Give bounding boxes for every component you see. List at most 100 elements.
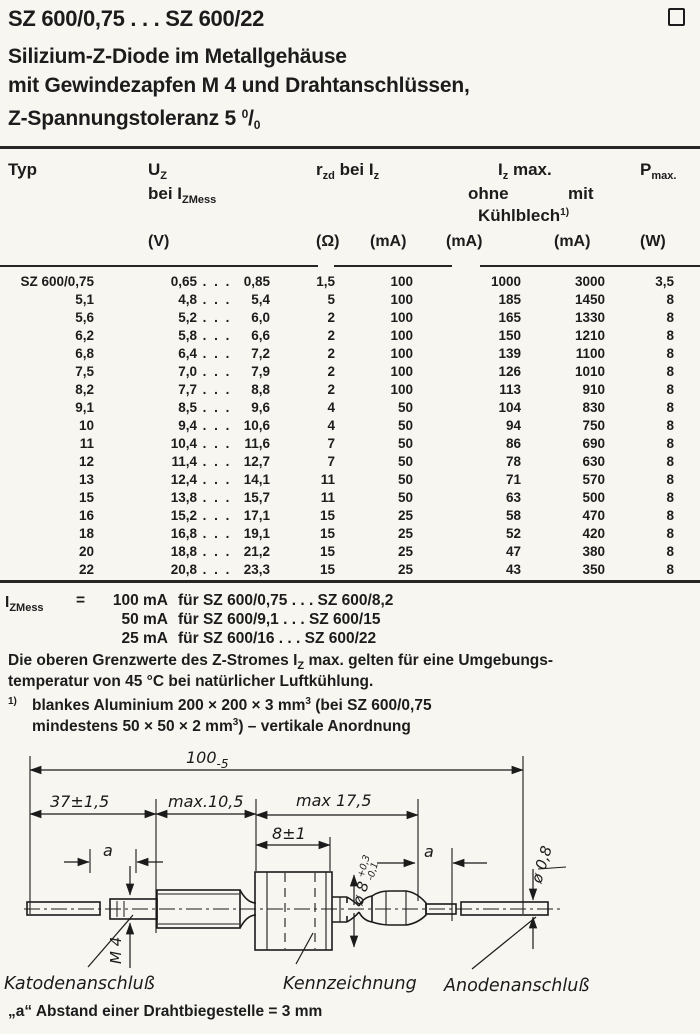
cell-uzmax: 0,85 xyxy=(243,274,270,289)
cell-mit: 690 xyxy=(582,436,605,451)
cell-uzmin: 5,8 xyxy=(178,328,197,343)
cell-ohne: 150 xyxy=(498,328,521,343)
cell-mit: 1330 xyxy=(574,310,605,325)
footnote1-marker: 1) xyxy=(8,696,17,707)
cell-uzmin: 11,4 xyxy=(171,454,197,469)
divider-table-header xyxy=(0,265,700,267)
cell-pmax: 8 xyxy=(666,328,674,343)
cell-uzmin: 16,8 xyxy=(170,526,197,541)
table-row: 12 11,4 . . . 12,7 7 50 78 630 8 xyxy=(8,453,692,471)
table-row: SZ 600/0,75 0,65 . . . 0,85 1,5 100 1000 3000 3,… xyxy=(8,273,692,291)
cell-ohne: 43 xyxy=(505,562,521,577)
col-header-ohne: ohne xyxy=(468,184,509,203)
cell-uzmin: 7,7 xyxy=(178,382,197,397)
cell-uzmax: 6,6 xyxy=(251,328,270,343)
cell-uzmin: 5,2 xyxy=(178,310,197,325)
neck-fillet-top xyxy=(239,889,257,904)
cell-mit: 910 xyxy=(582,382,605,397)
cell-rzd: 4 xyxy=(327,418,335,433)
unit-ma-2: (mA) xyxy=(446,233,483,250)
cell-iz: 50 xyxy=(397,472,413,487)
cell-dots: . . . xyxy=(202,490,232,505)
cell-typ: 16 xyxy=(78,508,94,523)
dim-m4-thread: M 4 xyxy=(107,937,125,964)
table-row: 6,8 6,4 . . . 7,2 2 100 139 1100 8 xyxy=(8,345,692,363)
unit-ma-3: (mA) xyxy=(554,233,591,250)
cell-ohne: 86 xyxy=(505,436,521,451)
col-header-uz-cond: bei IZMess xyxy=(148,184,217,206)
cell-uzmax: 19,1 xyxy=(243,526,270,541)
divider-table-bottom xyxy=(0,580,700,583)
cell-dots: . . . xyxy=(202,346,232,361)
cell-uzmin: 6,4 xyxy=(178,346,197,361)
unit-watt: (W) xyxy=(640,233,666,250)
cell-uzmin: 18,8 xyxy=(170,544,197,559)
table-row: 6,2 5,8 . . . 6,6 2 100 150 1210 8 xyxy=(8,327,692,345)
cell-rzd: 2 xyxy=(327,328,335,343)
cell-pmax: 8 xyxy=(666,454,674,469)
cell-uzmin: 9,4 xyxy=(178,418,197,433)
ambient-note-line-1: Die oberen Grenzwerte des Z-Stromes IZ m… xyxy=(8,652,554,672)
col-header-izmax: Iz max. xyxy=(498,160,552,182)
mess-note-line: 50 mA für SZ 600/9,1 . . . SZ 600/15 xyxy=(121,611,381,628)
table-row: 13 12,4 . . . 14,1 11 50 71 570 8 xyxy=(8,471,692,489)
cell-dots: . . . xyxy=(202,292,232,307)
cell-uzmin: 10,4 xyxy=(170,436,197,451)
cell-iz: 100 xyxy=(390,364,413,379)
cell-iz: 25 xyxy=(397,562,413,577)
cell-mit: 500 xyxy=(582,490,605,505)
cell-pmax: 3,5 xyxy=(655,274,674,289)
cell-pmax: 8 xyxy=(666,346,674,361)
cell-uzmax: 11,6 xyxy=(244,436,270,451)
cell-uzmax: 21,2 xyxy=(243,544,270,559)
cell-uzmin: 0,65 xyxy=(170,274,197,289)
cell-mit: 830 xyxy=(582,400,605,415)
cell-iz: 50 xyxy=(397,454,413,469)
cell-mit: 750 xyxy=(582,418,605,433)
cell-mit: 350 xyxy=(582,562,605,577)
cell-uzmin: 13,8 xyxy=(170,490,197,505)
cell-typ: 5,1 xyxy=(75,292,94,307)
mess-note-line: 100 mA für SZ 600/0,75 . . . SZ 600/8,2 xyxy=(112,592,394,609)
cell-typ: 13 xyxy=(78,472,94,487)
package-dimension-drawing: 100-5 37±1,5 max.10,5 max 17,5 8±1 a a M… xyxy=(4,748,589,996)
cell-iz: 25 xyxy=(397,508,413,523)
col-header-mit: mit xyxy=(568,184,594,203)
cell-typ: 8,2 xyxy=(75,382,94,397)
cell-typ: 20 xyxy=(78,544,94,559)
cell-rzd: 1,5 xyxy=(316,274,335,289)
cell-ohne: 104 xyxy=(498,400,521,415)
cell-iz: 100 xyxy=(390,274,413,289)
cell-ohne: 113 xyxy=(499,382,521,397)
svg-text:ø 8: ø 8 xyxy=(348,879,372,908)
leader-lines xyxy=(87,914,537,970)
cell-mit: 470 xyxy=(582,508,605,523)
col-header-rzd: rzd bei Iz xyxy=(316,160,380,182)
stud-shaft xyxy=(156,889,241,929)
cell-iz: 25 xyxy=(397,544,413,559)
cell-iz: 50 xyxy=(397,400,413,415)
ambient-note-line-2: temperatur von 45 °C bei natürlicher Luf… xyxy=(8,673,374,690)
cell-ohne: 52 xyxy=(505,526,521,541)
mess-note-line: 25 mA für SZ 600/16 . . . SZ 600/22 xyxy=(121,630,377,647)
cell-pmax: 8 xyxy=(666,364,674,379)
cell-dots: . . . xyxy=(202,526,232,541)
cell-typ: 6,2 xyxy=(75,328,94,343)
cell-uzmin: 4,8 xyxy=(178,292,197,307)
cell-dots: . . . xyxy=(202,508,232,523)
cell-rzd: 15 xyxy=(319,526,335,541)
cell-typ: 6,8 xyxy=(75,346,94,361)
cell-rzd: 2 xyxy=(327,346,335,361)
cell-typ: 18 xyxy=(78,526,94,541)
cell-dots: . . . xyxy=(202,454,232,469)
cell-pmax: 8 xyxy=(666,562,674,577)
cell-ohne: 71 xyxy=(505,472,521,487)
cell-rzd: 5 xyxy=(327,292,335,307)
cell-uzmin: 20,8 xyxy=(170,562,197,577)
cell-uzmax: 5,4 xyxy=(251,292,270,307)
table-row: 8,2 7,7 . . . 8,8 2 100 113 910 8 xyxy=(8,381,692,399)
dim-body-diameter: ø 8 +0,3 -0,1 xyxy=(348,854,381,908)
cell-pmax: 8 xyxy=(666,472,674,487)
unit-ohm: (Ω) xyxy=(316,233,340,250)
cell-pmax: 8 xyxy=(666,382,674,397)
